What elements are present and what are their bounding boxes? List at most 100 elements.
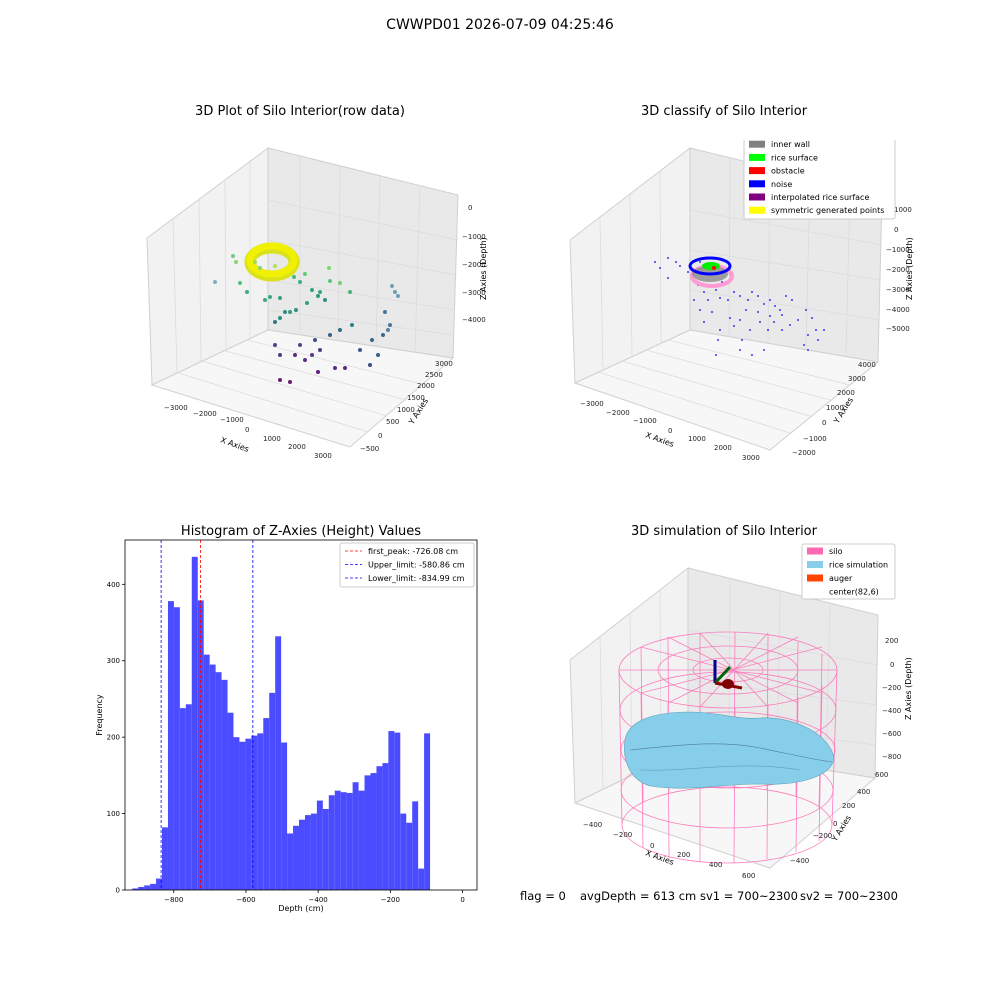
classify-noise-point xyxy=(741,339,743,341)
histogram-bar xyxy=(221,679,228,890)
histogram-legend-box xyxy=(339,542,475,588)
raw-ztick: 0 xyxy=(468,204,472,212)
classify-noise-point xyxy=(805,309,807,311)
simulation-ytick: −200 xyxy=(813,832,832,840)
simulation-legend-label: auger xyxy=(829,574,853,583)
raw-scatter-point xyxy=(323,298,327,302)
classify-noise-point xyxy=(699,309,701,311)
classify-noise-point xyxy=(739,295,741,297)
histogram-y-tick-label: 100 xyxy=(107,810,120,818)
classify-noise-point xyxy=(759,321,761,323)
histogram-x-tick-label: −600 xyxy=(236,896,255,904)
histogram-y-tick-label: 200 xyxy=(107,734,120,742)
histogram-bar xyxy=(388,731,395,890)
histogram-bar xyxy=(412,801,419,890)
histogram-legend-label: Lower_limit: -834.99 cm xyxy=(368,574,465,583)
raw-ztick: −2000 xyxy=(462,261,486,269)
histogram-bar xyxy=(209,664,216,890)
histogram-bar xyxy=(179,708,186,890)
histogram-y-label: Frequency xyxy=(95,694,104,736)
histogram-bar xyxy=(287,833,294,890)
classify-ztick: −1000 xyxy=(886,246,910,254)
classify-ztick: 1000 xyxy=(894,206,912,214)
histogram-bar xyxy=(156,878,163,890)
histogram-title: Histogram of Z-Axies (Height) Values xyxy=(180,524,422,539)
histogram-bar xyxy=(394,732,401,890)
raw-scatter-point xyxy=(390,284,394,288)
simulation-xtick: 400 xyxy=(709,861,722,869)
raw-scatter-point xyxy=(376,353,380,357)
raw-z-axis-label: Z Axies (Depth) xyxy=(479,237,488,300)
classify-noise-point xyxy=(774,305,776,307)
histogram-bar xyxy=(400,813,407,890)
classify-noise-point xyxy=(675,261,677,263)
simulation-legend-label: center(82,6) xyxy=(829,588,879,597)
histogram-bar xyxy=(334,790,341,890)
classify-noise-point xyxy=(733,291,735,293)
raw-scatter-point xyxy=(303,358,307,362)
histogram-x-label: Depth (cm) xyxy=(278,904,323,913)
classify-noise-point xyxy=(763,349,765,351)
classify-noise-point xyxy=(699,261,701,263)
auger-marker xyxy=(713,660,743,690)
classify-noise-point xyxy=(667,257,669,259)
simulation-x-axis-label: X Axies xyxy=(644,848,675,867)
raw-xtick: −1000 xyxy=(220,416,244,424)
classify-noise-point xyxy=(749,329,751,331)
histogram-bar xyxy=(233,737,240,890)
raw-scatter-point xyxy=(245,290,249,294)
histogram-bar xyxy=(293,825,300,890)
classify-noise-point xyxy=(687,271,689,273)
histogram-bar xyxy=(352,782,359,890)
avg-depth-status: avgDepth = 613 cm xyxy=(580,889,697,903)
classify-noise-point xyxy=(729,317,731,319)
histogram-bar xyxy=(382,763,389,890)
raw-scatter-point xyxy=(288,310,292,314)
classify-noise-point xyxy=(717,339,719,341)
raw-scatter-point xyxy=(333,366,337,370)
classify-noise-point xyxy=(654,261,656,263)
classify-noise-point xyxy=(817,339,819,341)
classify-rice-cluster xyxy=(688,256,734,288)
raw-scatter-point xyxy=(305,301,309,305)
raw-scatter-point xyxy=(348,290,352,294)
classify-noise-point xyxy=(757,295,759,297)
raw-ytick: 3000 xyxy=(435,360,453,368)
classify-noise-point xyxy=(769,315,771,317)
raw-x-axis-label: X Axies xyxy=(219,435,250,454)
classify-noise-point xyxy=(823,329,825,331)
raw-plot-title: 3D Plot of Silo Interior(row data) xyxy=(195,104,405,119)
histogram-bar xyxy=(167,601,174,890)
raw-scatter-point xyxy=(293,353,297,357)
raw-scatter-points xyxy=(213,254,400,384)
raw-scatter-point xyxy=(310,288,314,292)
raw-scatter-point xyxy=(388,323,392,327)
histogram-bar xyxy=(310,813,317,890)
raw-scatter-point xyxy=(278,296,282,300)
histogram-x-tick-label: −200 xyxy=(381,896,400,904)
classify-noise-point xyxy=(679,265,681,267)
classify-ztick: −4000 xyxy=(886,306,910,314)
raw-scatter-point xyxy=(396,294,400,298)
classify-legend-label: interpolated rice surface xyxy=(771,193,869,202)
classify-plot-title: 3D classify of Silo Interior xyxy=(640,104,808,119)
classify-xtick: 0 xyxy=(668,427,672,435)
classify-noise-point xyxy=(773,321,775,323)
raw-scatter-point xyxy=(298,280,302,284)
classify-ytick: 0 xyxy=(822,419,826,427)
raw-scatter-point xyxy=(310,353,314,357)
classify-legend-swatch xyxy=(749,193,765,201)
classify-noise-point xyxy=(811,317,813,319)
classify-noise-point xyxy=(807,349,809,351)
flag-status: flag = 0 xyxy=(520,889,566,903)
simulation-ytick: 200 xyxy=(842,802,855,810)
classify-noise-point xyxy=(703,321,705,323)
figure-title: CWWPD01 2026-07-09 04:25:46 xyxy=(386,17,614,33)
raw-scatter-point xyxy=(213,280,217,284)
classify-legend-box xyxy=(743,140,896,220)
histogram-x-tick-label: 0 xyxy=(460,896,464,904)
simulation-ztick: −200 xyxy=(882,684,901,692)
classify-noise-point xyxy=(815,329,817,331)
raw-ztick: −1000 xyxy=(462,233,486,241)
